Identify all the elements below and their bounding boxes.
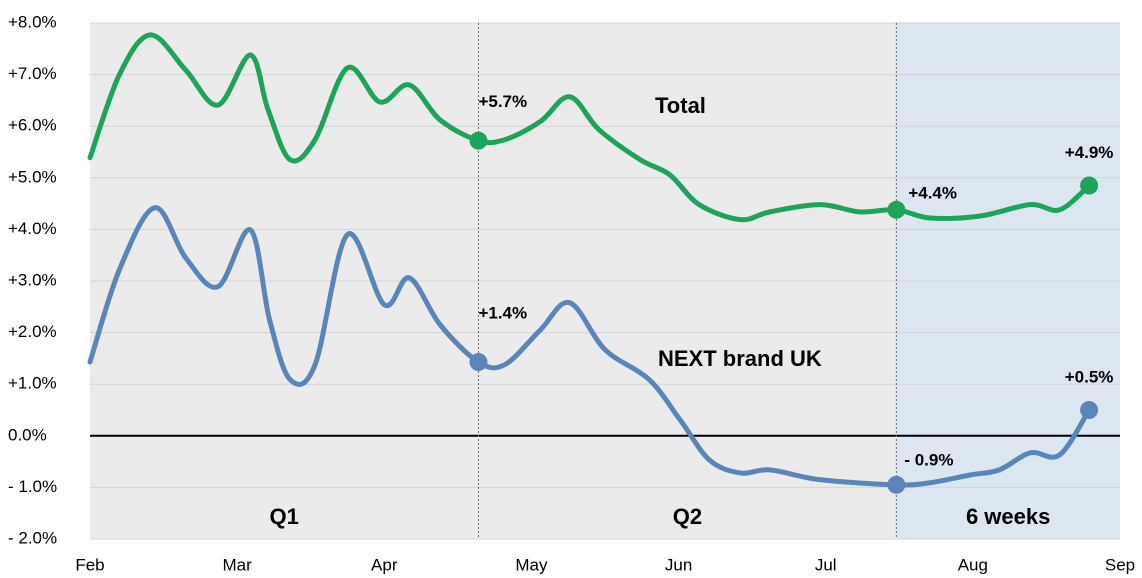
annotation-marker — [887, 200, 906, 219]
annotation-marker — [469, 131, 488, 150]
annotation-label: +5.7% — [478, 92, 527, 111]
y-tick-label: +2.0% — [8, 322, 57, 341]
x-tick-label: Jun — [665, 555, 692, 574]
annotation-label: +1.4% — [478, 303, 527, 322]
x-tick-label: Apr — [371, 555, 398, 574]
region-label: Q1 — [270, 504, 299, 529]
x-tick-label: Feb — [75, 555, 104, 574]
x-tick-label: Jul — [815, 555, 837, 574]
y-tick-label: +4.0% — [8, 219, 57, 238]
x-tick-label: Mar — [223, 555, 253, 574]
series-name: NEXT brand UK — [658, 346, 822, 371]
region-label: 6 weeks — [966, 504, 1050, 529]
annotation-label: - 0.9% — [904, 450, 953, 469]
y-tick-label: +7.0% — [8, 64, 57, 83]
y-tick-label: - 1.0% — [8, 477, 57, 496]
y-tick-label: +1.0% — [8, 374, 57, 393]
annotation-marker — [887, 475, 906, 494]
annotation-label: +4.4% — [908, 183, 957, 202]
annotation-label: +4.9% — [1065, 143, 1114, 162]
region-label: Q2 — [673, 504, 702, 529]
annotation-marker — [1080, 176, 1099, 195]
annotation-marker — [1080, 401, 1099, 419]
x-tick-label: Sep — [1105, 555, 1135, 574]
series-name: Total — [655, 93, 706, 118]
x-tick-label: Aug — [958, 555, 988, 574]
y-tick-label: 0.0% — [8, 425, 47, 444]
y-tick-label: +6.0% — [8, 116, 57, 135]
y-tick-label: - 2.0% — [8, 528, 57, 547]
series-line — [87, 205, 1092, 488]
x-tick-label: May — [515, 555, 548, 574]
y-tick-label: +8.0% — [8, 12, 57, 31]
y-tick-label: +3.0% — [8, 270, 57, 289]
y-tick-label: +5.0% — [8, 167, 57, 186]
annotation-marker — [469, 353, 488, 372]
annotation-label: +0.5% — [1065, 367, 1114, 386]
